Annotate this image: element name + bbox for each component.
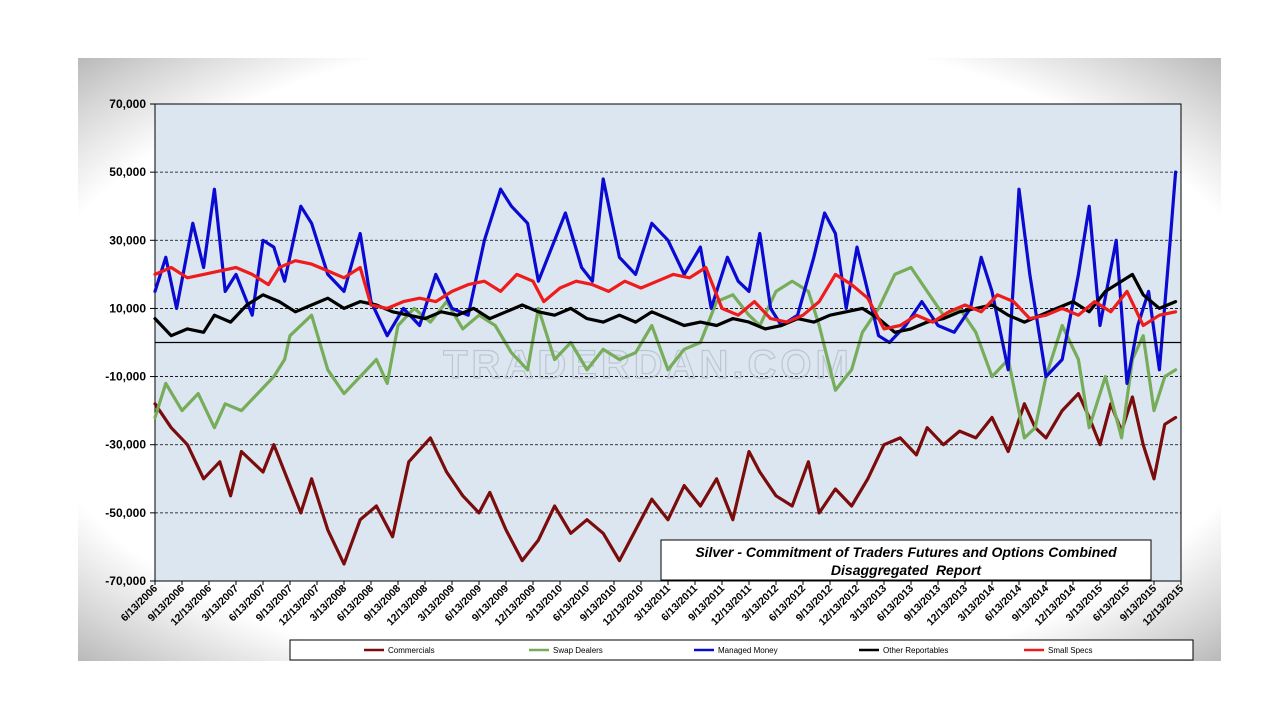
y-tick-label: -30,000 — [105, 438, 146, 452]
legend-label-managed-money: Managed Money — [718, 646, 778, 655]
title-box: Silver - Commitment of Traders Futures a… — [660, 539, 1152, 581]
y-tick-label: -70,000 — [105, 574, 146, 588]
series-line-other-reportables — [153, 272, 1178, 338]
y-axis-ticks: 70,000 50,000 30,000 10,000 -10,000 -30,000 -5… — [105, 97, 155, 588]
legend-box — [289, 639, 1194, 661]
watermark: TRADERDAN.COM — [443, 343, 853, 387]
series-line-small-specs — [153, 259, 1178, 331]
series-line-commercials — [153, 392, 1178, 566]
y-tick-label: 70,000 — [109, 97, 146, 111]
legend-label-swap-dealers: Swap Dealers — [553, 646, 603, 655]
legend-label-other-reportables: Other Reportables — [883, 646, 948, 655]
y-tick-label: 30,000 — [109, 233, 146, 247]
legend-label-small-specs: Small Specs — [1048, 646, 1092, 655]
legend: Commercials Swap Dealers Managed Money Othe… — [289, 639, 1194, 661]
gridlines — [155, 171, 1181, 514]
y-tick-label: 10,000 — [109, 301, 146, 315]
chart-subtitle: Disaggregated Report — [831, 562, 982, 578]
y-tick-label: -50,000 — [105, 506, 146, 520]
chart-frame: TRADERDAN.COM 70,000 50,000 30,000 10,000 -1… — [78, 58, 1221, 661]
chart: TRADERDAN.COM 70,000 50,000 30,000 10,000 -1… — [105, 97, 1194, 661]
series-line-managed-money — [153, 170, 1178, 385]
legend-items: Commercials Swap Dealers Managed Money Othe… — [364, 646, 1092, 655]
y-tick-label: 50,000 — [109, 165, 146, 179]
legend-label-commercials: Commercials — [388, 646, 435, 655]
series-lines — [153, 170, 1178, 566]
y-tick-label: -10,000 — [105, 370, 146, 384]
chart-title: Silver - Commitment of Traders Futures a… — [695, 544, 1117, 560]
x-axis-ticks: 6/13/20069/13/200612/13/20063/13/20076/1… — [119, 581, 1186, 628]
